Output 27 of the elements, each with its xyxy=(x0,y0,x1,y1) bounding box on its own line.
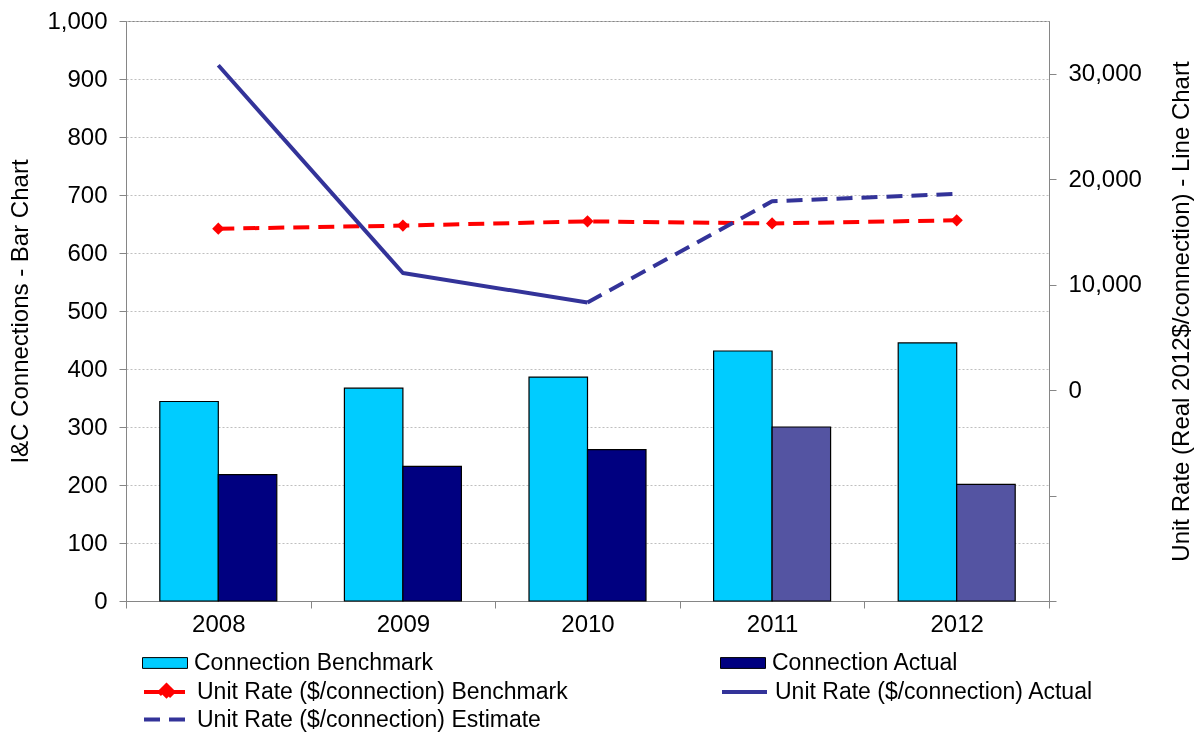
y2-tick-label: 0 xyxy=(1068,375,1082,403)
x-tick-label: 2012 xyxy=(930,609,984,637)
y-tick-label: 1,000 xyxy=(47,6,108,34)
y-tick-label: 300 xyxy=(67,412,108,440)
y-axis-title: I&C Connections - Bar Chart xyxy=(6,159,34,464)
x-tick-label: 2010 xyxy=(561,609,615,637)
y2-axis-title: Unit Rate (Real 2012$/connection) - Line Chart xyxy=(1166,61,1194,562)
legend-label: Unit Rate ($/connection) Actual xyxy=(775,678,1093,704)
y2-tick-label: 20,000 xyxy=(1068,164,1142,192)
y-tick-label: 700 xyxy=(67,180,108,208)
legend-label: Unit Rate ($/connection) Estimate xyxy=(197,705,541,732)
y-tick-label: 400 xyxy=(67,354,108,382)
x-tick-label: 2009 xyxy=(376,609,431,637)
y-tick-label: 0 xyxy=(94,586,108,614)
y-tick-label: 600 xyxy=(67,238,108,266)
x-tick-label: 2011 xyxy=(746,609,799,637)
x-tick-label: 2008 xyxy=(192,609,246,637)
y-tick-label: 500 xyxy=(67,296,108,324)
legend-label: Unit Rate ($/connection) Benchmark xyxy=(197,678,569,704)
y-tick-label: 800 xyxy=(67,122,108,150)
legend-label: Connection Actual xyxy=(772,649,958,675)
y-tick-label: 900 xyxy=(67,64,108,92)
y-tick-label: 100 xyxy=(67,528,108,556)
legend-label: Connection Benchmark xyxy=(194,649,434,675)
y2-tick-label: 10,000 xyxy=(1068,270,1142,298)
y-tick-label: 200 xyxy=(67,470,108,498)
y2-tick-label: 30,000 xyxy=(1068,59,1142,87)
